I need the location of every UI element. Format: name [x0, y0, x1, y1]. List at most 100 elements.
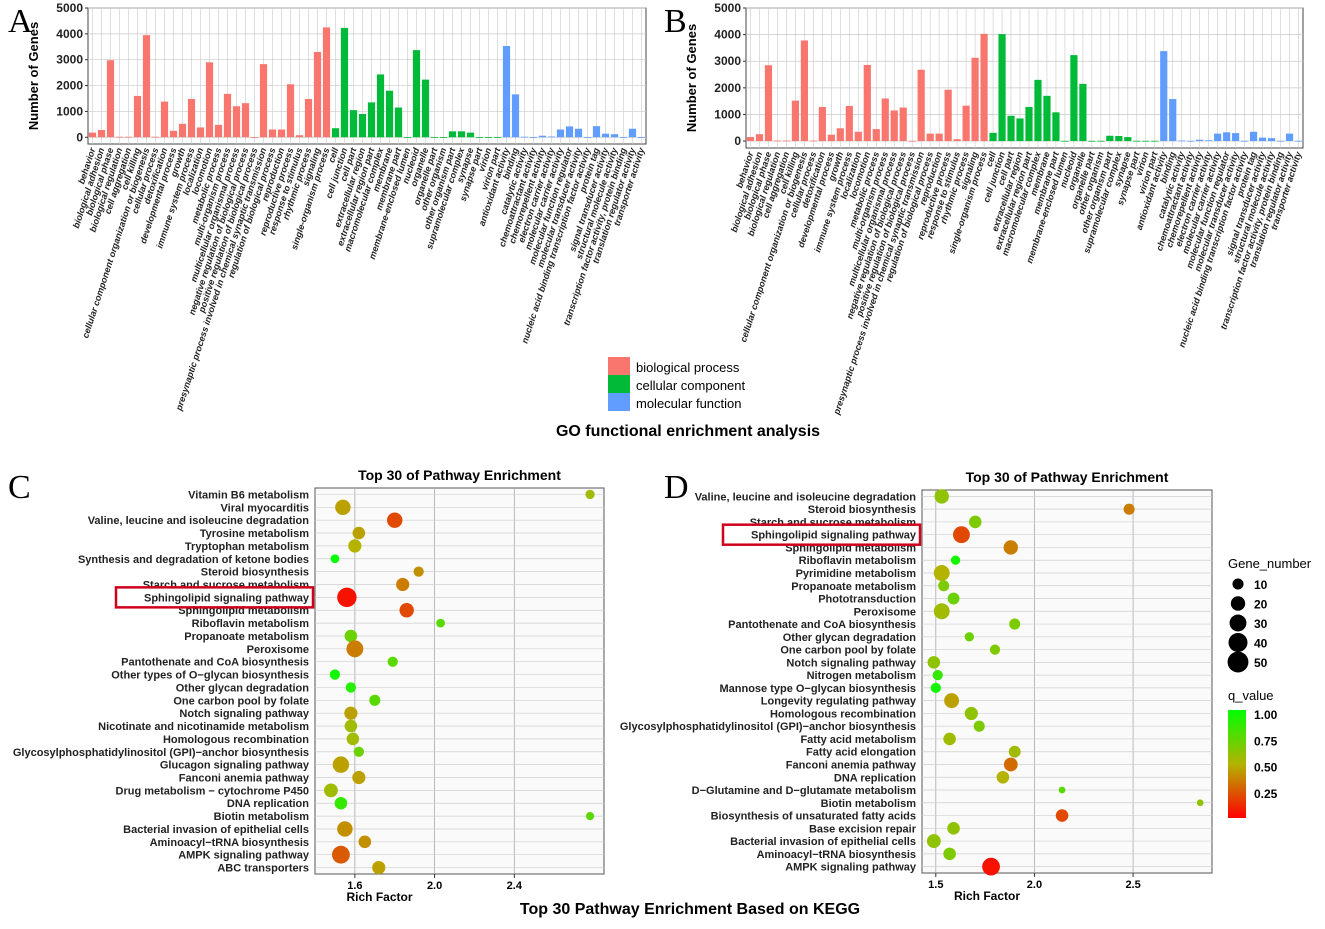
x-tick-label: 1.5 — [928, 879, 943, 891]
bar — [367, 102, 376, 138]
chart-title: Top 30 of Pathway Enrichment — [966, 469, 1169, 485]
bar — [358, 114, 367, 138]
y-tick-label: Glucagon signaling pathway — [160, 760, 310, 772]
point — [345, 682, 357, 693]
bar — [971, 57, 979, 142]
bar — [845, 105, 853, 142]
bar — [259, 64, 268, 138]
bar — [953, 139, 961, 142]
bar — [827, 134, 835, 142]
bar — [854, 131, 862, 142]
panel-label-c: C — [8, 469, 31, 506]
bar — [601, 133, 610, 138]
point — [973, 720, 985, 732]
bar — [1115, 136, 1123, 142]
point — [934, 489, 949, 504]
y-tick-label: Bacterial invasion of epithelial cells — [123, 824, 309, 836]
bar — [1079, 83, 1087, 142]
y-tick-label: Glycosylphosphatidylinositol (GPI)−ancho… — [13, 747, 309, 759]
bar — [556, 129, 565, 138]
y-tick-label: 4000 — [56, 27, 83, 41]
point — [943, 847, 956, 861]
bar — [1142, 140, 1150, 142]
y-tick-label: Peroxisome — [247, 644, 309, 656]
q-value-legend: q_value 1.00 0.75 0.50 0.25 — [1228, 688, 1278, 818]
bar — [529, 137, 538, 138]
y-tick-label: One carbon pool by folate — [780, 645, 916, 657]
bar — [511, 94, 520, 138]
point — [337, 821, 353, 837]
size-legend-label: 10 — [1254, 578, 1268, 592]
legend-label-mf: molecular function — [636, 396, 742, 411]
y-tick-label: Vitamin B6 metabolism — [188, 489, 309, 501]
bar — [917, 69, 925, 142]
y-tick-label: Tyrosine metabolism — [200, 528, 309, 540]
bar — [1214, 133, 1222, 142]
point — [334, 796, 348, 810]
x-tick-label: 2.4 — [507, 880, 523, 892]
bar — [610, 134, 619, 138]
y-tick-label: Other glycan degradation — [783, 632, 917, 644]
point — [324, 783, 338, 798]
y-tick-label: Peroxisome — [854, 606, 916, 618]
bar — [187, 99, 196, 138]
point — [943, 732, 956, 746]
y-tick-label: Notch signaling pathway — [179, 708, 309, 720]
bar — [286, 84, 295, 138]
bar — [773, 140, 782, 142]
x-tick-label: 2.0 — [1027, 879, 1042, 891]
y-tick-label: Propanoate metabolism — [791, 581, 916, 593]
bar — [457, 131, 466, 138]
bar — [277, 129, 286, 138]
y-tick-label: 5000 — [56, 1, 83, 15]
y-tick-label: Tryptophan metabolism — [185, 541, 309, 553]
x-axis-label: Rich Factor — [954, 889, 1020, 903]
point — [585, 489, 595, 500]
bar — [1097, 140, 1105, 142]
q-legend-label: 1.00 — [1254, 708, 1278, 722]
point — [335, 499, 351, 516]
panel-label-d: D — [664, 469, 689, 506]
point — [1008, 745, 1021, 758]
bar — [1294, 140, 1303, 142]
bar — [538, 135, 547, 138]
y-tick-label: Nitrogen metabolism — [807, 670, 917, 682]
point — [436, 618, 445, 628]
point — [1003, 757, 1018, 772]
point — [1009, 618, 1021, 630]
bar — [403, 137, 412, 138]
bar — [935, 133, 943, 142]
bar — [583, 137, 592, 138]
bar — [412, 50, 421, 138]
bar — [115, 136, 124, 138]
bar — [340, 27, 349, 138]
point — [344, 706, 358, 720]
panel-label-b: B — [664, 3, 687, 40]
bar — [899, 107, 907, 142]
y-tick-label: 5000 — [714, 1, 741, 15]
bar — [142, 35, 151, 138]
point — [953, 526, 970, 544]
bar — [800, 40, 808, 142]
legend-swatch-mf — [608, 393, 630, 411]
bar — [637, 137, 646, 138]
y-tick-label: AMPK signaling pathway — [785, 862, 917, 874]
y-tick-label: Sphingolipid signaling pathway — [144, 592, 310, 604]
bar — [484, 137, 493, 138]
bar — [232, 106, 241, 138]
bar — [782, 140, 791, 142]
y-tick-label: 2000 — [714, 81, 741, 95]
bar — [998, 34, 1006, 142]
bar — [376, 74, 385, 138]
y-tick-label: Pantothenate and CoA biosynthesis — [121, 657, 309, 669]
y-tick-label: Other glycan degradation — [176, 682, 310, 694]
point — [933, 565, 950, 581]
legend-label-cc: cellular component — [636, 378, 746, 393]
bar — [88, 132, 97, 138]
go-caption: GO functional enrichment analysis — [556, 423, 820, 440]
bar — [1285, 133, 1294, 142]
point — [938, 580, 950, 592]
y-tick-label: Biotin metabolism — [214, 811, 310, 823]
